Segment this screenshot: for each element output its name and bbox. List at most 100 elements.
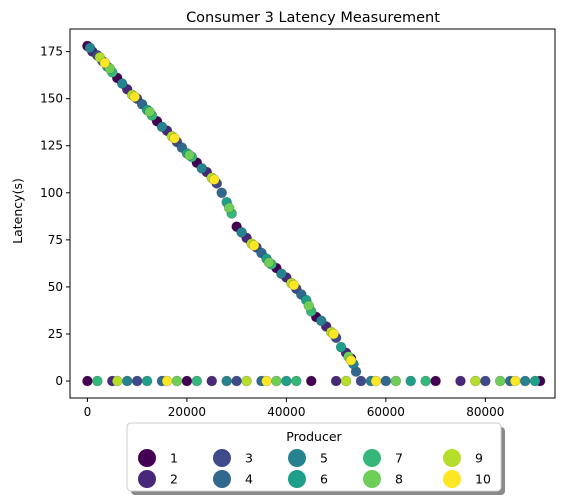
- legend-label: 8: [395, 472, 403, 487]
- point-producer-6-10: [529, 375, 541, 387]
- legend-entry-4: 4: [213, 470, 253, 488]
- point-producer-10-5: [288, 279, 300, 291]
- legend-entry-9: 9: [443, 449, 483, 467]
- point-producer-8-3: [223, 202, 235, 214]
- y-tick-label: 100: [40, 186, 63, 200]
- point-producer-6-8: [281, 375, 292, 387]
- legend-entry-2: 2: [138, 470, 178, 488]
- x-axis: 0 20000 40000 60000 80000: [84, 398, 504, 419]
- legend-label: 5: [320, 451, 328, 466]
- point-producer-3-8: [231, 375, 242, 387]
- legend-marker: [138, 470, 156, 488]
- point-producer-5-5: [276, 268, 287, 280]
- chart-title: Consumer 3 Latency Measurement: [186, 10, 440, 26]
- legend-entry-5: 5: [288, 449, 328, 467]
- series-8: [104, 63, 506, 387]
- point-producer-10-7: [345, 355, 357, 366]
- legend-marker: [288, 449, 306, 467]
- point-producer-10-8: [161, 375, 173, 387]
- legend-label: 6: [320, 472, 328, 487]
- legend-label: 10: [475, 472, 491, 487]
- point-producer-5-8: [121, 375, 133, 387]
- point-producer-8-8: [271, 375, 282, 387]
- legend-label: 2: [170, 472, 178, 487]
- y-tick-label: 0: [55, 374, 63, 388]
- x-tick-label: 80000: [466, 405, 504, 419]
- y-tick-label: 25: [48, 327, 63, 341]
- legend-marker: [443, 449, 461, 467]
- x-tick-label: 40000: [267, 405, 305, 419]
- point-producer-10-6: [328, 328, 339, 340]
- legend-marker: [363, 449, 381, 467]
- point-producer-5-4: [236, 227, 247, 238]
- x-tick-label: 20000: [168, 405, 206, 419]
- point-producer-8-7: [171, 375, 183, 387]
- legend-label: 7: [395, 451, 403, 466]
- x-tick-label: 60000: [367, 405, 405, 419]
- y-tick-label: 75: [48, 233, 63, 247]
- point-producer-8-5: [303, 300, 315, 312]
- legend-label: 9: [475, 451, 483, 466]
- legend-entry-7: 7: [363, 449, 403, 467]
- point-producer-7-8: [291, 375, 302, 387]
- legend-marker: [213, 470, 231, 488]
- point-producer-1-10: [305, 375, 317, 387]
- point-producer-3-7: [131, 375, 143, 387]
- point-producer-5-6: [315, 315, 327, 327]
- point-producer-9-10: [470, 375, 481, 387]
- point-producer-8-1: [144, 106, 155, 118]
- point-producer-5-3: [196, 163, 208, 174]
- x-tick-label: 0: [84, 405, 92, 419]
- legend-title: Producer: [286, 429, 342, 444]
- point-producer-6-6: [335, 341, 347, 353]
- y-axis: 0 25 50 75 100 125 150 175: [40, 45, 70, 388]
- point-producer-10-11: [509, 375, 521, 387]
- legend-entries: 1 2 3 4 5 6 7 8 9 10: [138, 449, 491, 488]
- legend-marker: [288, 470, 306, 488]
- plot-frame: [69, 28, 556, 399]
- point-producer-3-9: [355, 375, 367, 387]
- legend-marker: [138, 449, 156, 467]
- point-producer-7-6: [92, 375, 103, 387]
- y-tick-label: 125: [40, 139, 63, 153]
- point-producer-10-9: [261, 375, 272, 387]
- point-producer-2-10: [330, 375, 342, 387]
- legend-label: 4: [245, 472, 253, 487]
- legend-label: 3: [245, 451, 253, 466]
- legend: Producer 1 2 3 4 5 6 7 8 9 10: [126, 422, 505, 495]
- point-producer-10-2: [169, 132, 180, 144]
- point-producer-4-9: [380, 375, 392, 387]
- point-producer-5-1: [116, 78, 128, 89]
- point-producer-1-9: [181, 375, 193, 387]
- point-producer-2-9: [206, 375, 218, 387]
- point-producer-9-9: [340, 375, 352, 387]
- y-axis-label: Latency(s): [10, 178, 25, 244]
- point-producer-1-11: [430, 375, 441, 387]
- legend-entry-8: 8: [363, 470, 403, 488]
- legend-entry-10: 10: [443, 470, 491, 488]
- point-producer-1-8: [82, 375, 93, 387]
- legend-entry-1: 1: [138, 449, 178, 467]
- legend-marker: [363, 470, 381, 488]
- point-producer-6-7: [141, 375, 153, 387]
- point-producer-5-2: [156, 121, 168, 133]
- point-producer-2-11: [455, 375, 466, 387]
- y-tick-label: 150: [40, 92, 63, 106]
- point-producer-8-2: [184, 149, 195, 161]
- point-producer-7-7: [191, 375, 203, 387]
- legend-marker: [213, 449, 231, 467]
- point-producer-5-11: [519, 375, 531, 387]
- point-producer-8-4: [263, 257, 275, 268]
- point-producer-7-9: [420, 375, 431, 387]
- series-10: [99, 57, 521, 387]
- point-producer-3-10: [480, 375, 491, 387]
- y-tick-label: 50: [48, 280, 63, 294]
- point-producer-9-7: [111, 375, 123, 387]
- point-producer-10-1: [129, 91, 140, 103]
- point-producer-8-9: [390, 375, 402, 387]
- point-producer-10-10: [370, 375, 382, 387]
- point-producer-10-3: [208, 174, 220, 185]
- point-producer-5-9: [221, 375, 232, 387]
- y-tick-label: 175: [40, 45, 63, 59]
